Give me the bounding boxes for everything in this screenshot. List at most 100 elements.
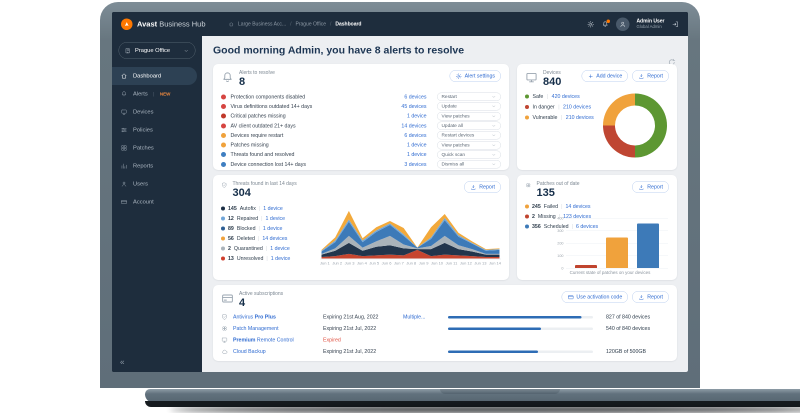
sidebar-item-reports[interactable]: Reports [112,157,197,175]
alert-devices-link[interactable]: 45 devices [401,103,427,110]
alert-action-select[interactable]: Update [437,102,501,111]
alert-action-select[interactable]: Restart devices [437,131,501,140]
download-icon [470,184,477,191]
shield-check-icon [221,182,228,189]
alert-action-select[interactable]: Dismiss all [437,160,501,169]
monitor-icon [121,109,128,116]
dashboard-grid: Alerts to resolve 8 Alert settings [213,64,677,361]
alert-devices-link[interactable]: 6 devices [404,132,427,139]
subscription-name-link[interactable]: Premium Remote Control [233,337,294,344]
alert-action-select[interactable]: Restart [437,92,501,102]
add-device-button[interactable]: Add device [581,70,629,82]
patches-legend-item: 245 Failed | 14 devices [525,204,669,210]
alert-devices-link[interactable]: 3 devices [404,161,427,168]
threats-legend-item: 13 Unresolved | 1 device [221,256,314,262]
threats-report-button[interactable]: Report [464,181,501,193]
use-activation-code-button[interactable]: Use activation code [561,291,629,303]
legend-devices-link[interactable]: 210 devices [565,114,594,121]
donut-hole [615,105,655,146]
legend-devices-link[interactable]: 1 device [270,245,290,252]
alert-action-select[interactable]: View patches [437,140,501,150]
bar-scheduled [637,223,659,268]
sidebar-item-label: Users [133,181,149,187]
breadcrumb-item[interactable]: Dashboard [335,21,362,27]
legend-count: 89 [228,225,234,232]
legend-devices-link[interactable]: 1 device [265,215,286,222]
subscription-multiple-link[interactable]: Multiple... [403,314,426,321]
alert-devices-link[interactable]: 14 devices [401,122,427,129]
building-icon [125,47,132,54]
greeting-heading: Good morning Admin, you have 8 alerts to… [213,44,465,57]
plus-icon [587,73,594,80]
legend-devices-link[interactable]: 210 devices [563,104,592,111]
x-tick-label: Jun 10 [431,261,444,266]
alert-action-select[interactable]: View patches [437,111,501,121]
threats-area-chart: Jun 1 Jun 2 Jun 3 Jun 4 Jun 5 Jun 6 Jun 7 Jun 8… [320,204,501,266]
threats-card-count: 304 [232,186,251,199]
alert-devices-link[interactable]: 6 devices [404,93,427,100]
subscription-name-link[interactable]: Patch Management [233,325,279,332]
grid-icon [121,145,128,152]
patches-report-button[interactable]: Report [632,181,669,193]
legend-devices-link[interactable]: 1 device [262,225,283,232]
legend-devices-link[interactable]: 1 device [263,205,283,212]
alert-action-select[interactable]: Quick scan [437,150,501,159]
notifications-bell-icon[interactable] [601,19,610,28]
legend-dot [221,256,225,261]
legend-dot [525,115,529,120]
legend-devices-link[interactable]: 123 devices [563,213,592,220]
alert-devices-link[interactable]: 1 device [406,113,427,120]
sidebar-item-devices[interactable]: Devices [112,103,197,121]
avatar[interactable] [615,17,630,31]
devices-donut-chart [603,93,667,158]
download-icon [638,73,645,80]
sidebar-item-dashboard[interactable]: Dashboard [112,67,197,85]
logout-icon[interactable] [672,20,680,28]
subscription-name-link[interactable]: Antivirus Pro Plus [233,314,276,321]
alert-devices-link[interactable]: 1 device [406,142,427,149]
subscriptions-card: Active subscriptions 4 Use activation co… [213,285,677,361]
sidebar-item-users[interactable]: Users [112,175,197,193]
alert-settings-button[interactable]: Alert settings [449,70,501,82]
area-series-repaired [321,218,500,252]
threats-card-header: Threats found in last 14 days 304 Report [221,181,501,199]
alert-action-select[interactable]: Update all [437,121,501,131]
devices-report-button[interactable]: Report [632,70,669,82]
patches-legend: 245 Failed | 14 devices 2 Missing | 123 devices… [525,204,669,230]
legend-devices-link[interactable]: 6 devices [575,223,599,230]
gridline [566,268,668,269]
devices-card-label: Devices [543,70,561,76]
subscription-name-link[interactable]: Cloud Backup [233,348,266,355]
sidebar-collapse-button[interactable]: « [120,358,125,367]
sidebar-item-patches[interactable]: Patches [112,139,197,157]
sidebar-item-policies[interactable]: Policies [112,121,197,139]
alert-status-icon [221,123,226,129]
subscriptions-report-button[interactable]: Report [632,291,669,303]
breadcrumb-item[interactable]: Prague Office [295,21,326,27]
settings-gear-icon[interactable] [587,20,595,28]
refresh-icon[interactable] [668,58,677,69]
alert-row: AV client outdated 21+ days 14 devices Upd… [221,121,501,131]
site-selector[interactable]: Prague Office [118,42,196,59]
threats-legend-item: 89 Blocked | 1 device [221,226,314,232]
legend-name: Failed [543,203,559,210]
legend-devices-link[interactable]: 1 device [270,255,291,262]
alert-row: Devices require restart 6 devices Restart … [221,131,501,140]
devices-card-count: 840 [543,75,562,88]
subscriptions-list: Antivirus Pro Plus Expiring 21st Aug, 202… [221,314,669,356]
breadcrumb-item[interactable]: Large Business Acc... [238,21,287,27]
alert-devices-link[interactable]: 1 device [406,151,427,158]
legend-devices-link[interactable]: 420 devices [551,93,580,100]
subscription-usage-bar [448,327,593,330]
legend-count: 2 [228,245,231,252]
legend-devices-link[interactable]: 14 devices [565,203,591,210]
alert-row: Threats found and resolved 1 device Quick … [221,150,501,159]
area-series-deleted [321,210,500,251]
alert-status-icon [221,94,226,100]
legend-count: 13 [228,255,234,262]
legend-devices-link[interactable]: 14 devices [262,235,288,242]
sidebar-item-account[interactable]: Account [112,193,197,211]
sidebar-item-alerts[interactable]: Alerts | NEW [112,85,197,103]
legend-name: Missing [537,213,556,220]
alert-status-icon [221,161,226,167]
